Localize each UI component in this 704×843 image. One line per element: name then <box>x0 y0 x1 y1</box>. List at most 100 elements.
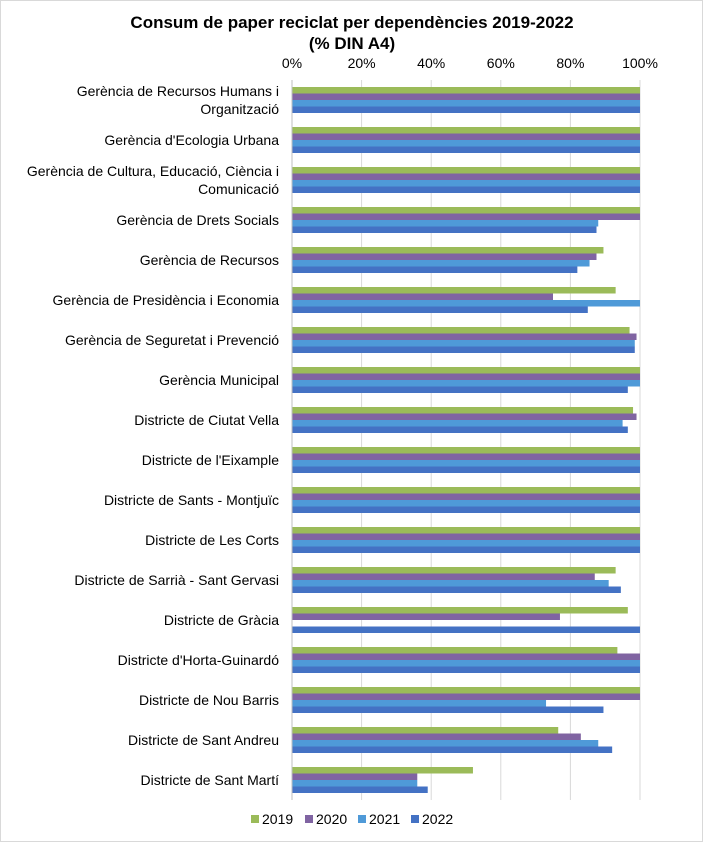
bar-2020 <box>292 293 553 300</box>
bar-2020 <box>292 333 637 340</box>
category-label: Comunicació <box>198 181 279 197</box>
x-tick-label: 60% <box>487 55 515 71</box>
x-axis-ticks: 0% 20% 40% 60% 80% 100% <box>282 55 658 71</box>
bar-2020 <box>292 253 597 260</box>
bar-2019 <box>292 127 640 134</box>
bar-2019 <box>292 287 616 294</box>
bar-2022 <box>292 146 640 153</box>
bar-2019 <box>292 527 640 534</box>
legend-swatch-2020 <box>305 815 313 823</box>
legend-label-2021: 2021 <box>369 811 400 827</box>
legend-label-2020: 2020 <box>316 811 347 827</box>
bar-2019 <box>292 87 640 94</box>
legend-label-2022: 2022 <box>422 811 453 827</box>
bar-2021 <box>292 180 640 187</box>
bar-2019 <box>292 607 628 614</box>
bar-2020 <box>292 493 640 500</box>
legend-swatch-2022 <box>411 815 419 823</box>
bar-2020 <box>292 653 640 660</box>
bar-2022 <box>292 386 628 393</box>
category-label: Gerència de Seguretat i Prevenció <box>65 332 279 348</box>
bar-2021 <box>292 740 599 747</box>
bar-2022 <box>292 186 640 193</box>
bar-2020 <box>292 93 640 100</box>
bar-2019 <box>292 647 618 654</box>
bar-2020 <box>292 213 640 220</box>
legend-swatch-2019 <box>251 815 259 823</box>
bar-2021 <box>292 780 418 787</box>
bar-2021 <box>292 460 640 467</box>
bar-2021 <box>292 140 640 147</box>
bar-2020 <box>292 173 640 180</box>
bar-2019 <box>292 327 630 334</box>
bar-2019 <box>292 367 640 374</box>
bar-2019 <box>292 567 616 574</box>
bar-2020 <box>292 613 560 620</box>
bar-2022 <box>292 786 428 793</box>
category-label: Districte de Gràcia <box>164 612 279 628</box>
category-label: Gerència de Recursos <box>140 252 279 268</box>
category-label: Gerència de Drets Socials <box>116 212 279 228</box>
bar-2022 <box>292 666 640 673</box>
chart-title: Consum de paper reciclat per dependèncie… <box>130 13 573 32</box>
bar-2021 <box>292 380 640 387</box>
bar-2020 <box>292 773 418 780</box>
bar-2020 <box>292 413 637 420</box>
bar-2020 <box>292 453 640 460</box>
bar-2019 <box>292 767 473 774</box>
bar-2022 <box>292 306 588 313</box>
bar-2021 <box>292 700 547 707</box>
legend: 2019 2020 2021 2022 <box>251 811 453 827</box>
bar-2019 <box>292 487 640 494</box>
bar-2020 <box>292 533 640 540</box>
chart-subtitle: (% DIN A4) <box>309 34 395 53</box>
bar-2021 <box>292 500 640 507</box>
bar-2020 <box>292 133 640 140</box>
bar-2022 <box>292 226 597 233</box>
bar-2019 <box>292 447 640 454</box>
bar-2020 <box>292 693 640 700</box>
bar-2019 <box>292 247 604 254</box>
bar-2021 <box>292 420 623 427</box>
bar-2021 <box>292 220 599 227</box>
category-label: Gerència de Recursos Humans i <box>77 83 279 99</box>
bar-2022 <box>292 506 640 513</box>
bar-2022 <box>292 346 635 353</box>
bar-2021 <box>292 580 609 587</box>
category-label: Districte de Les Corts <box>145 532 279 548</box>
x-tick-label: 0% <box>282 55 302 71</box>
bar-2019 <box>292 727 559 734</box>
bar-2022 <box>292 106 640 113</box>
category-label: Districte de Sarrià - Sant Gervasi <box>74 572 279 588</box>
category-label: Districte d'Horta-Guinardó <box>118 652 280 668</box>
category-label: Gerència de Cultura, Educació, Ciència i <box>27 163 279 179</box>
category-label: Districte de Ciutat Vella <box>134 412 279 428</box>
x-tick-label: 20% <box>348 55 376 71</box>
bar-2021 <box>292 260 590 267</box>
category-label: Gerència d'Ecologia Urbana <box>104 132 279 148</box>
legend-swatch-2021 <box>358 815 366 823</box>
x-tick-label: 100% <box>622 55 658 71</box>
category-label: Districte de Nou Barris <box>139 692 279 708</box>
bars <box>292 87 640 793</box>
bar-2019 <box>292 167 640 174</box>
category-label: Gerència Municipal <box>159 372 279 388</box>
category-label: Gerència de Presidència i Economia <box>53 292 280 308</box>
bar-2022 <box>292 706 604 713</box>
bar-2020 <box>292 573 595 580</box>
category-label: Districte de Sants - Montjuïc <box>104 492 279 508</box>
category-labels: Gerència de Recursos Humans i Organitzaci… <box>27 83 279 788</box>
x-tick-label: 80% <box>556 55 584 71</box>
bar-2021 <box>292 300 640 307</box>
bar-2022 <box>292 746 613 753</box>
category-label: Districte de Sant Andreu <box>128 732 279 748</box>
bar-2022 <box>292 626 640 633</box>
bar-2022 <box>292 266 578 273</box>
bar-2019 <box>292 207 640 214</box>
category-label: Districte de l'Eixample <box>142 452 279 468</box>
category-label: Organització <box>200 101 279 117</box>
bar-2019 <box>292 407 634 414</box>
bar-2022 <box>292 426 628 433</box>
bar-2021 <box>292 660 640 667</box>
